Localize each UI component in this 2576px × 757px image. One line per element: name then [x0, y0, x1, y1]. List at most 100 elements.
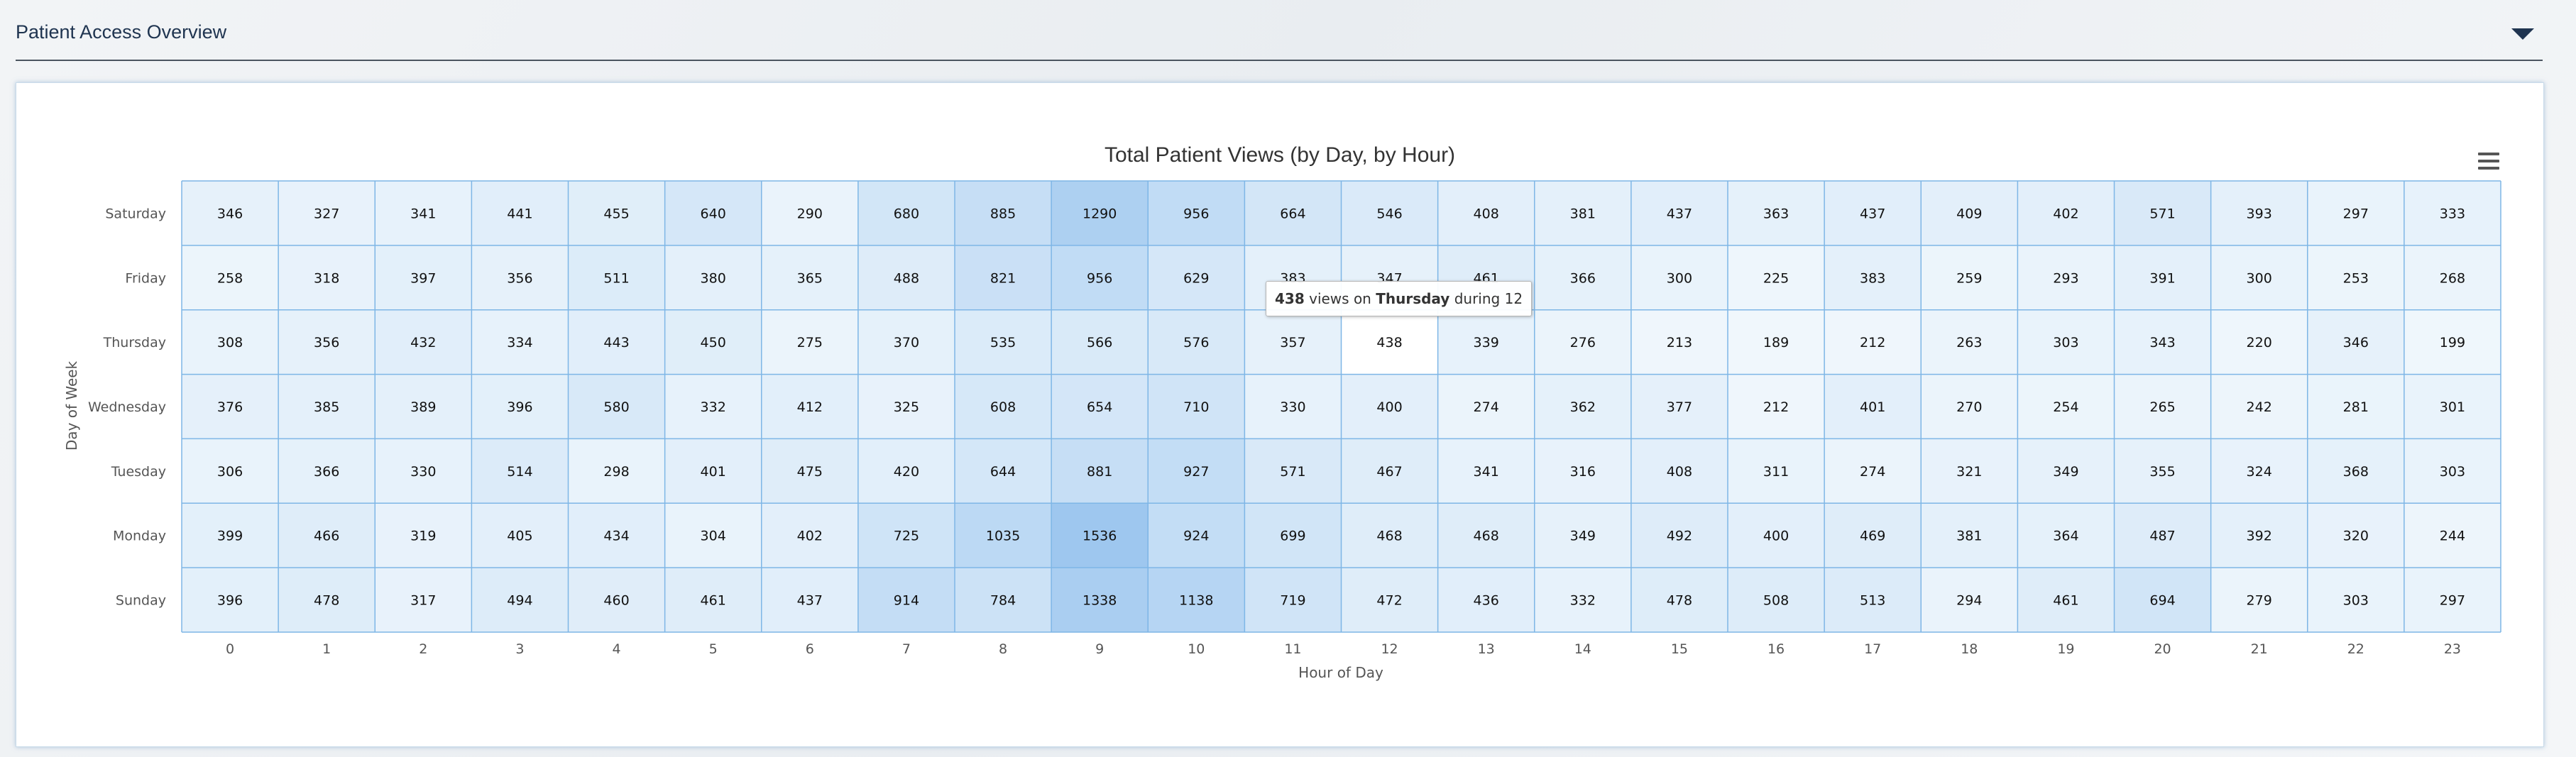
heatmap-cell[interactable] — [2210, 181, 2308, 245]
heatmap-cell[interactable] — [2114, 245, 2211, 310]
heatmap-cell[interactable] — [1148, 438, 1245, 504]
heatmap-cell[interactable] — [375, 568, 472, 632]
heatmap-cell[interactable] — [2307, 309, 2404, 375]
heatmap-cell[interactable] — [1921, 309, 2018, 375]
heatmap-cell[interactable] — [1148, 181, 1245, 245]
heatmap-cell[interactable] — [1921, 245, 2018, 310]
heatmap-cell[interactable] — [1148, 568, 1245, 632]
heatmap-cell[interactable] — [1728, 309, 1825, 375]
heatmap-cell[interactable] — [664, 568, 762, 632]
heatmap-cell[interactable] — [955, 374, 1052, 439]
heatmap-cell[interactable] — [375, 503, 472, 568]
heatmap-cell[interactable] — [1630, 245, 1728, 310]
heatmap-cell[interactable] — [1630, 181, 1728, 245]
heatmap-cell[interactable] — [955, 503, 1052, 568]
heatmap-cell[interactable] — [761, 245, 858, 310]
heatmap-cell[interactable] — [1341, 181, 1438, 245]
heatmap-cell[interactable] — [2017, 438, 2115, 504]
heatmap-cell[interactable] — [1921, 374, 2018, 439]
heatmap-cell[interactable] — [2307, 181, 2404, 245]
heatmap-cell[interactable] — [664, 181, 762, 245]
heatmap-cell[interactable] — [471, 503, 569, 568]
heatmap-cell[interactable] — [2114, 181, 2211, 245]
heatmap-cell[interactable] — [1051, 181, 1149, 245]
heatmap-cell[interactable] — [955, 568, 1052, 632]
heatmap-cell[interactable] — [1437, 503, 1535, 568]
heatmap-cell[interactable] — [471, 568, 569, 632]
heatmap-cell[interactable] — [568, 503, 665, 568]
heatmap-cell[interactable] — [1341, 309, 1438, 375]
heatmap-cell[interactable] — [2114, 309, 2211, 375]
heatmap-cell[interactable] — [1341, 374, 1438, 439]
heatmap-cell[interactable] — [2114, 374, 2211, 439]
heatmap-cell[interactable] — [2404, 374, 2501, 439]
heatmap-cell[interactable] — [1534, 568, 1631, 632]
heatmap-cell[interactable] — [1244, 503, 1342, 568]
heatmap-cell[interactable] — [2404, 438, 2501, 504]
heatmap-cell[interactable] — [1244, 309, 1342, 375]
heatmap-cell[interactable] — [2210, 245, 2308, 310]
heatmap-cell[interactable] — [278, 374, 376, 439]
heatmap-cell[interactable] — [1824, 309, 1922, 375]
caret-down-icon[interactable] — [2511, 28, 2534, 40]
heatmap-cell[interactable] — [1051, 374, 1149, 439]
heatmap-cell[interactable] — [2404, 568, 2501, 632]
heatmap-cell[interactable] — [1824, 438, 1922, 504]
heatmap-cell[interactable] — [2114, 568, 2211, 632]
heatmap-cell[interactable] — [857, 503, 955, 568]
heatmap-cell[interactable] — [1341, 503, 1438, 568]
heatmap-cell[interactable] — [471, 374, 569, 439]
heatmap-cell[interactable] — [1728, 374, 1825, 439]
heatmap-cell[interactable] — [278, 309, 376, 375]
heatmap-cell[interactable] — [955, 245, 1052, 310]
heatmap-cell[interactable] — [1921, 568, 2018, 632]
heatmap-cell[interactable] — [761, 503, 858, 568]
heatmap-cell[interactable] — [1921, 438, 2018, 504]
heatmap-cell[interactable] — [1051, 438, 1149, 504]
heatmap-cell[interactable] — [375, 309, 472, 375]
heatmap-cell[interactable] — [857, 181, 955, 245]
heatmap-cell[interactable] — [857, 438, 955, 504]
heatmap-cell[interactable] — [1244, 181, 1342, 245]
heatmap-cell[interactable] — [664, 309, 762, 375]
heatmap-cell[interactable] — [1437, 438, 1535, 504]
heatmap-cell[interactable] — [1824, 245, 1922, 310]
heatmap-cell[interactable] — [1921, 503, 2018, 568]
heatmap-cell[interactable] — [1534, 438, 1631, 504]
heatmap-cell[interactable] — [2307, 568, 2404, 632]
heatmap-cell[interactable] — [471, 309, 569, 375]
heatmap-cell[interactable] — [955, 309, 1052, 375]
heatmap-cell[interactable] — [761, 568, 858, 632]
heatmap-cell[interactable] — [568, 181, 665, 245]
heatmap-cell[interactable] — [2210, 438, 2308, 504]
heatmap-cell[interactable] — [568, 568, 665, 632]
heatmap-cell[interactable] — [1630, 568, 1728, 632]
heatmap-cell[interactable] — [1437, 309, 1535, 375]
heatmap-cell[interactable] — [664, 438, 762, 504]
heatmap-cell[interactable] — [761, 309, 858, 375]
heatmap-cell[interactable] — [1148, 309, 1245, 375]
heatmap-cell[interactable] — [2210, 374, 2308, 439]
heatmap-cell[interactable] — [1534, 374, 1631, 439]
heatmap-cell[interactable] — [1534, 181, 1631, 245]
heatmap-cell[interactable] — [1728, 245, 1825, 310]
heatmap-cell[interactable] — [568, 309, 665, 375]
heatmap-cell[interactable] — [857, 309, 955, 375]
heatmap-cell[interactable] — [182, 374, 279, 439]
heatmap-cell[interactable] — [278, 568, 376, 632]
heatmap-cell[interactable] — [2307, 374, 2404, 439]
heatmap-cell[interactable] — [182, 568, 279, 632]
heatmap-cell[interactable] — [471, 181, 569, 245]
heatmap-cell[interactable] — [761, 374, 858, 439]
heatmap-cell[interactable] — [375, 374, 472, 439]
heatmap-cell[interactable] — [2017, 568, 2115, 632]
heatmap-cell[interactable] — [278, 181, 376, 245]
heatmap-cell[interactable] — [1824, 181, 1922, 245]
heatmap-cell[interactable] — [375, 181, 472, 245]
heatmap-cell[interactable] — [182, 309, 279, 375]
heatmap-cell[interactable] — [1051, 503, 1149, 568]
heatmap-cell[interactable] — [955, 181, 1052, 245]
heatmap-cell[interactable] — [1728, 438, 1825, 504]
heatmap-cell[interactable] — [761, 438, 858, 504]
heatmap-cell[interactable] — [955, 438, 1052, 504]
